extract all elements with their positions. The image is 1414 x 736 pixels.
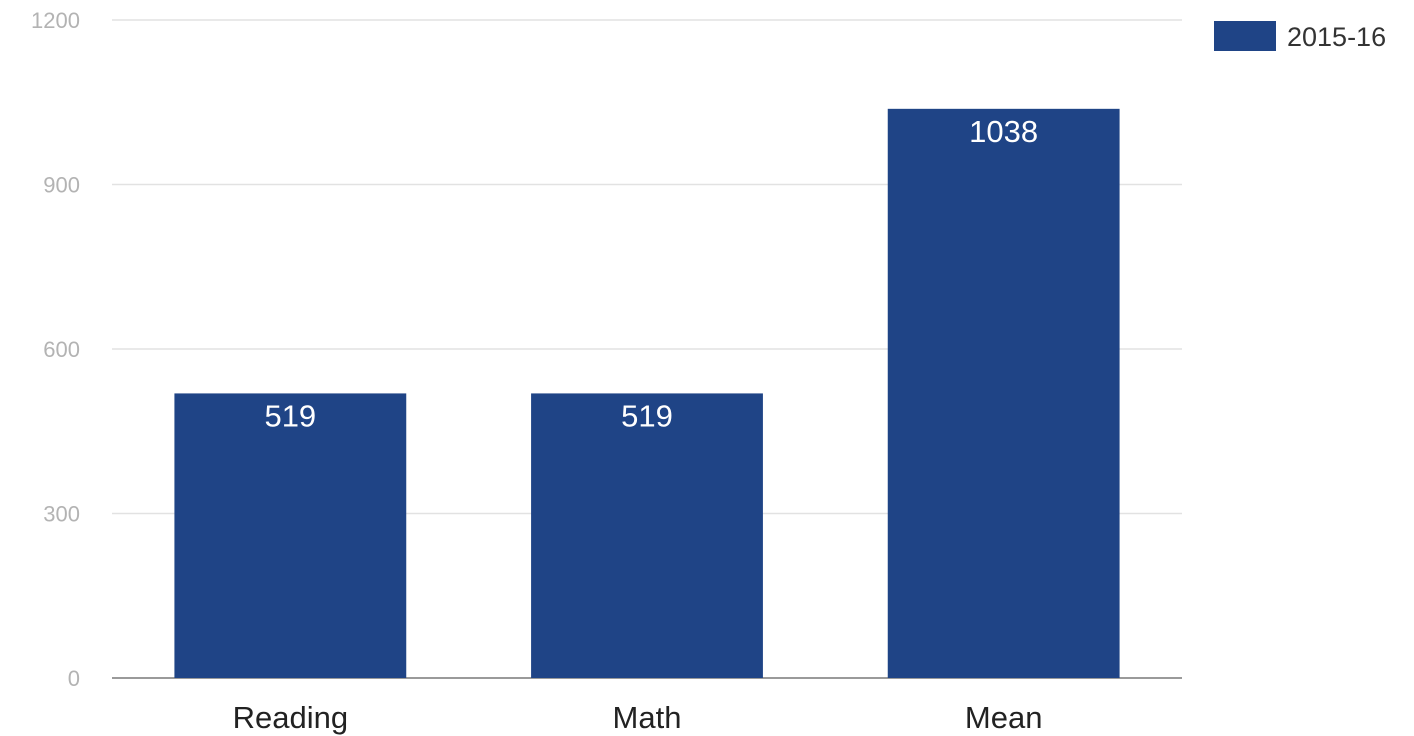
bars bbox=[174, 108, 1120, 678]
x-tick-label: Reading bbox=[233, 700, 348, 735]
bar-value-labels: 519 519 1038 bbox=[264, 114, 1038, 434]
y-tick-label: 0 bbox=[68, 666, 80, 691]
legend: 2015-16 bbox=[1214, 21, 1386, 52]
bar-value-label: 519 bbox=[621, 398, 673, 433]
bar-math bbox=[531, 393, 763, 678]
y-tick-label: 1200 bbox=[31, 8, 80, 33]
bar-value-label: 519 bbox=[264, 398, 316, 433]
legend-swatch bbox=[1214, 21, 1276, 51]
bar-value-label: 1038 bbox=[969, 114, 1038, 149]
bar-mean bbox=[887, 108, 1120, 678]
y-axis-ticks: 0 300 600 900 1200 bbox=[31, 8, 80, 691]
y-tick-label: 600 bbox=[43, 337, 80, 362]
x-tick-label: Mean bbox=[965, 700, 1043, 735]
x-axis-ticks: Reading Math Mean bbox=[233, 700, 1043, 735]
x-tick-label: Math bbox=[613, 700, 682, 735]
y-tick-label: 900 bbox=[43, 173, 80, 198]
bar-reading bbox=[174, 393, 407, 678]
legend-label: 2015-16 bbox=[1287, 22, 1386, 52]
y-tick-label: 300 bbox=[43, 502, 80, 527]
